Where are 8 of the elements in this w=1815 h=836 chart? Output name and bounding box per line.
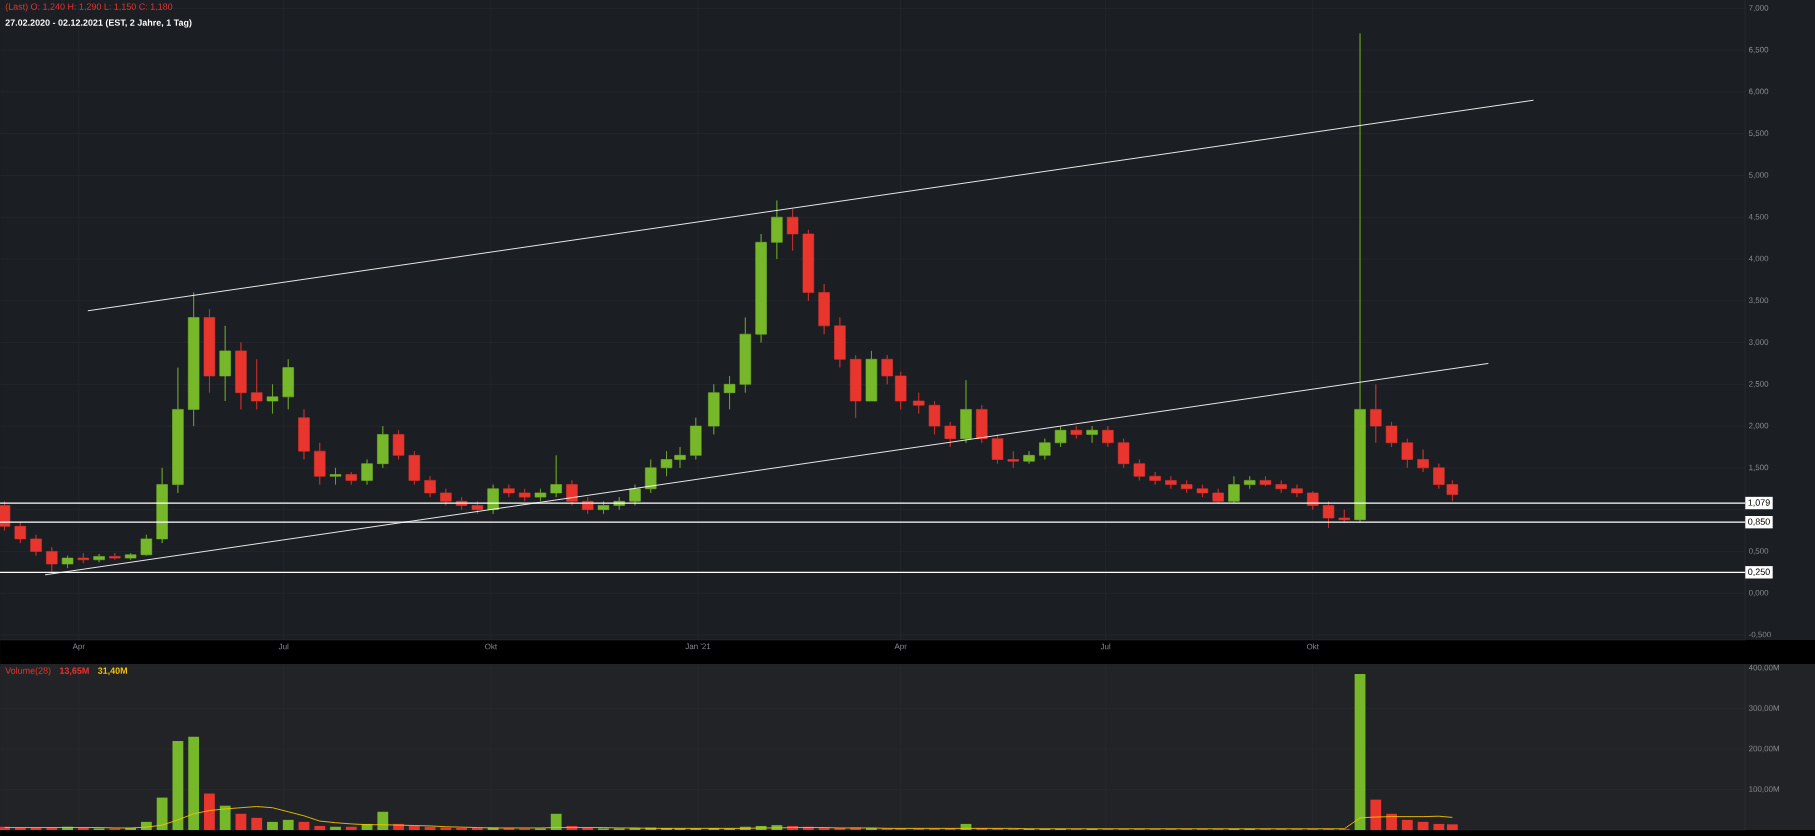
ref-line-label: 0,850	[1748, 518, 1770, 526]
ref-line-label: 0,250	[1748, 568, 1770, 576]
annotation: 13,65M	[60, 667, 89, 676]
chart-title: Volume(28)	[5, 667, 51, 676]
annotation: 31,40M	[97, 667, 128, 676]
ref-line-label: 1,079	[1748, 499, 1770, 507]
text: 27.02.2020 - 02.12.2021 (EST, 2 Jahre, 1 Tag)	[5, 19, 192, 28]
chart-title: (Last) O: 1,240 H: 1,290 L: 1,150 C: 1,180	[5, 3, 173, 12]
